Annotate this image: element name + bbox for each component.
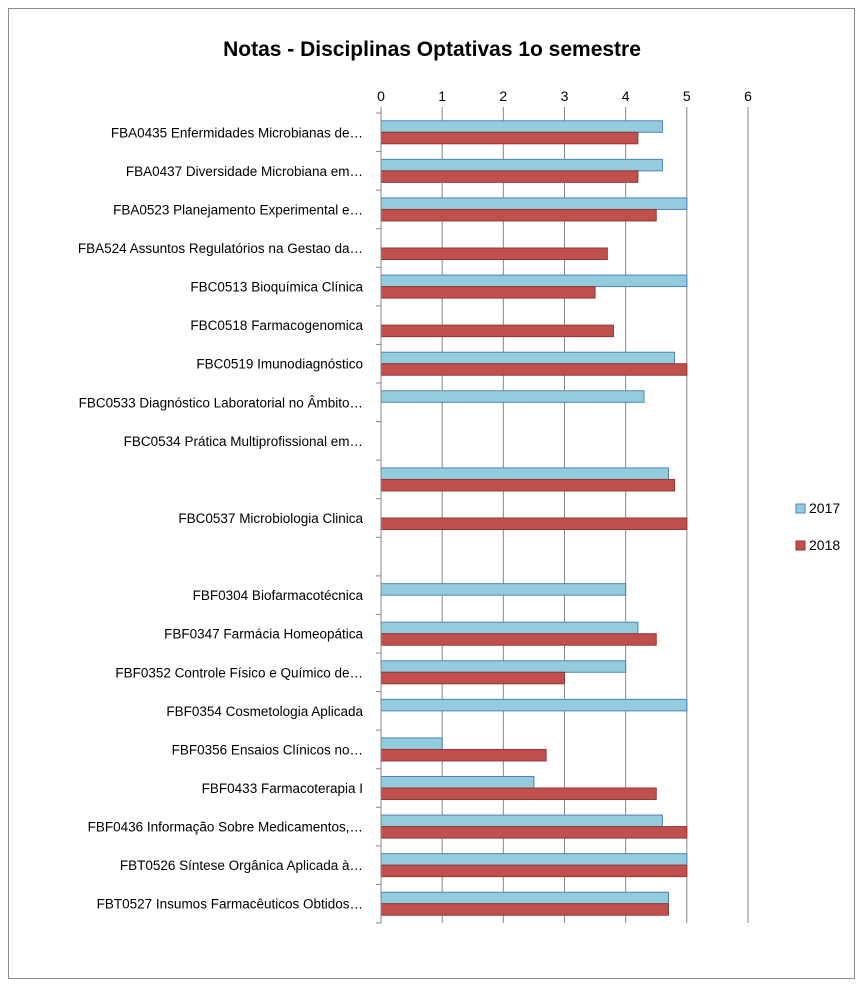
category-labels: FBA0435 Enfermidades Microbianas de… FBA0… bbox=[78, 125, 364, 911]
bar-2017-12 bbox=[380, 583, 627, 596]
bar-2017-14 bbox=[380, 660, 627, 673]
bar-2018-20 bbox=[380, 903, 669, 916]
category-label-14: FBF0352 Controle Físico e Químico de… bbox=[115, 665, 363, 680]
legend: 2017 2018 bbox=[795, 500, 840, 553]
bar-2018-9 bbox=[380, 478, 676, 492]
bar-2017-16 bbox=[380, 737, 443, 750]
bar-2017-20 bbox=[380, 891, 669, 905]
bar-2018-10 bbox=[380, 517, 688, 530]
legend-swatch-2017 bbox=[795, 503, 806, 514]
category-label-2: FBA0523 Planejamento Experimental e… bbox=[113, 202, 363, 217]
category-label-15: FBF0354 Cosmetologia Aplicada bbox=[166, 704, 363, 719]
category-label-19: FBT0526 Síntese Orgânica Aplicada à… bbox=[120, 858, 363, 873]
x-tick-label-4: 4 bbox=[622, 88, 630, 104]
bar-2018-13 bbox=[380, 633, 657, 646]
legend-swatch-2018 bbox=[795, 540, 806, 551]
bar-2017-9 bbox=[380, 467, 669, 480]
bar-2018-2 bbox=[380, 208, 657, 222]
category-label-20: FBT0527 Insumos Farmacêuticos Obtidos… bbox=[97, 897, 363, 912]
bar-2018-6 bbox=[380, 363, 688, 376]
category-label-18: FBF0436 Informação Sobre Medicamentos,… bbox=[88, 820, 363, 835]
x-tick-label-3: 3 bbox=[561, 88, 569, 104]
bar-2018-16 bbox=[380, 748, 547, 762]
category-label-5: FBC0518 Farmacogenomica bbox=[190, 318, 363, 333]
axes: 0 1 2 3 4 5 6 bbox=[376, 88, 752, 924]
category-label-16: FBF0356 Ensaios Clínicos no… bbox=[172, 742, 363, 757]
category-label-7: FBC0533 Diagnóstico Laboratorial no Âmbi… bbox=[79, 395, 363, 410]
bar-2018-0 bbox=[380, 131, 639, 145]
category-label-0: FBA0435 Enfermidades Microbianas de… bbox=[111, 125, 363, 140]
category-label-10: FBC0537 Microbiologia Clinica bbox=[178, 511, 363, 526]
x-tick-label-1: 1 bbox=[438, 88, 446, 104]
bar-2017-15 bbox=[380, 698, 688, 712]
chart-title: Notas - Disciplinas Optativas 1o semestr… bbox=[223, 38, 641, 61]
bar-2018-3 bbox=[380, 247, 608, 260]
bar-2017-0 bbox=[380, 120, 663, 133]
bar-2018-18 bbox=[380, 826, 688, 839]
bar-2017-13 bbox=[380, 621, 639, 635]
bar-2017-17 bbox=[380, 776, 535, 789]
category-label-4: FBC0513 Bioquímica Clínica bbox=[190, 280, 363, 295]
bar-2017-2 bbox=[380, 197, 688, 210]
bar-2017-7 bbox=[380, 390, 645, 403]
bar-2018-17 bbox=[380, 787, 657, 800]
category-label-17: FBF0433 Farmacoterapia I bbox=[202, 781, 363, 796]
legend-label-2018: 2018 bbox=[809, 537, 840, 553]
category-label-6: FBC0519 Imunodiagnóstico bbox=[196, 357, 363, 372]
bar-2017-19 bbox=[380, 853, 688, 866]
bar-2017-1 bbox=[380, 158, 663, 172]
category-label-3: FBA524 Assuntos Regulatórios na Gestao d… bbox=[78, 241, 363, 256]
x-tick-label-5: 5 bbox=[683, 88, 691, 104]
bar-2017-4 bbox=[380, 274, 688, 288]
x-tick-label-6: 6 bbox=[744, 88, 752, 104]
bar-2018-19 bbox=[380, 864, 688, 878]
category-label-1: FBA0437 Diversidade Microbiana em… bbox=[126, 164, 363, 179]
category-label-12: FBF0304 Biofarmacotécnica bbox=[193, 588, 364, 603]
category-label-8: FBC0534 Prática Multiprofissional em… bbox=[124, 434, 363, 449]
bar-2017-6 bbox=[380, 351, 676, 365]
bar-2018-5 bbox=[380, 324, 614, 338]
legend-label-2017: 2017 bbox=[809, 500, 840, 516]
bar-2017-18 bbox=[380, 814, 663, 828]
bar-2018-4 bbox=[380, 286, 596, 299]
category-label-13: FBF0347 Farmácia Homeopática bbox=[164, 627, 363, 642]
x-tick-label-0: 0 bbox=[377, 88, 385, 104]
bars bbox=[380, 120, 688, 916]
bar-2018-14 bbox=[380, 671, 565, 685]
bar-2018-1 bbox=[380, 170, 639, 183]
x-tick-label-2: 2 bbox=[499, 88, 507, 104]
